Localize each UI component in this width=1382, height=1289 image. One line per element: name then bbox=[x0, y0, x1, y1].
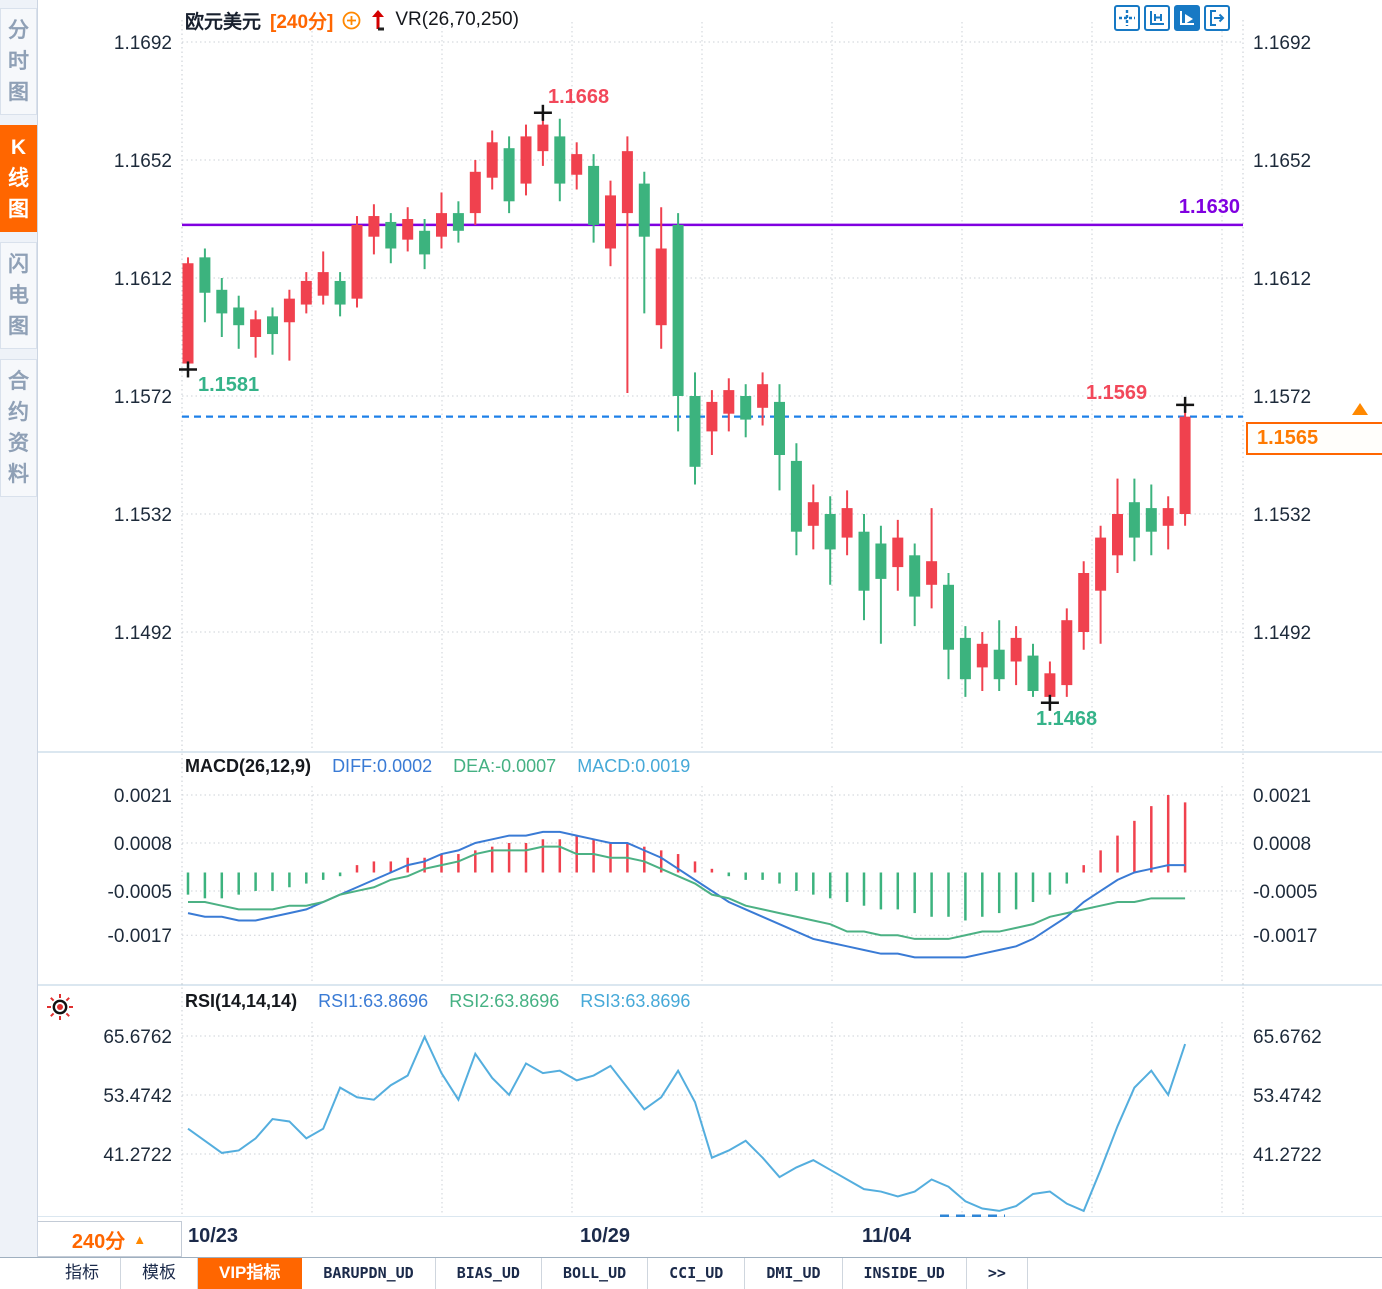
overlay-indicator-label: VR(26,70,250) bbox=[395, 9, 519, 30]
annotation-last-high: 1.1569 bbox=[1086, 382, 1148, 404]
live-price-tag: 1.1565 bbox=[1246, 422, 1382, 455]
chart-toolbar bbox=[1114, 5, 1230, 31]
svg-text:0.0021: 0.0021 bbox=[114, 786, 172, 807]
svg-text:1.1532: 1.1532 bbox=[114, 505, 172, 526]
macd-name: MACD(26,12,9) bbox=[185, 756, 312, 776]
sidebar-item-2[interactable]: 闪电图 bbox=[0, 242, 37, 349]
rsi1-value: RSI1:63.8696 bbox=[318, 991, 429, 1011]
annotation-peak-high: 1.1668 bbox=[548, 86, 610, 108]
price-up-triangle-icon bbox=[1352, 403, 1368, 415]
period-selector[interactable]: 240分 ▲ bbox=[36, 1221, 182, 1257]
svg-text:1.1612: 1.1612 bbox=[1253, 269, 1311, 290]
svg-text:0.0021: 0.0021 bbox=[1253, 786, 1311, 807]
annotation-bottom-low: 1.1468 bbox=[1036, 708, 1098, 730]
symbol-title: 欧元美元 bbox=[185, 11, 262, 33]
svg-text:1.1492: 1.1492 bbox=[114, 623, 172, 644]
tab-7[interactable]: DMI_UD bbox=[745, 1258, 843, 1289]
svg-text:1.1692: 1.1692 bbox=[1253, 33, 1311, 54]
tab-2[interactable]: VIP指标 bbox=[198, 1258, 303, 1289]
svg-text:-0.0017: -0.0017 bbox=[1253, 926, 1317, 947]
macd-legend: MACD(26,12,9) DIFF:0.0002 DEA:-0.0007 MA… bbox=[185, 756, 706, 777]
add-indicator-icon[interactable] bbox=[342, 11, 361, 30]
bottom-tab-bar: 指标 模板 VIP指标 BARUPDN_UD BIAS_UD BOLL_UD CCI_UD D… bbox=[0, 1257, 1382, 1289]
svg-text:-0.0005: -0.0005 bbox=[1253, 882, 1317, 903]
x-axis-row: 10/23 10/29 11/04 bbox=[0, 1217, 1382, 1257]
macd-diff-value: DIFF:0.0002 bbox=[332, 756, 433, 776]
svg-text:-0.0017: -0.0017 bbox=[108, 926, 172, 947]
x-axis-label-1: 10/29 bbox=[580, 1225, 631, 1247]
svg-text:53.4742: 53.4742 bbox=[103, 1086, 172, 1107]
svg-text:41.2722: 41.2722 bbox=[1253, 1145, 1322, 1166]
shift-right-icon[interactable] bbox=[1204, 5, 1230, 31]
svg-text:53.4742: 53.4742 bbox=[1253, 1086, 1322, 1107]
tab-5[interactable]: BOLL_UD bbox=[542, 1258, 649, 1289]
svg-text:-0.0005: -0.0005 bbox=[108, 882, 172, 903]
svg-text:65.6762: 65.6762 bbox=[1253, 1027, 1322, 1048]
svg-text:0.0008: 0.0008 bbox=[1253, 834, 1311, 855]
x-axis-label-0: 10/23 bbox=[188, 1225, 239, 1247]
axis-range-icon[interactable] bbox=[1144, 5, 1170, 31]
macd-hist-value: MACD:0.0019 bbox=[577, 756, 691, 776]
annotation-purple-level: 1.1630 bbox=[1178, 196, 1240, 218]
svg-text:1.1612: 1.1612 bbox=[114, 269, 172, 290]
sidebar-item-3[interactable]: 合约资料 bbox=[0, 359, 37, 497]
tab-8[interactable]: INSIDE_UD bbox=[843, 1258, 967, 1289]
svg-text:1.1572: 1.1572 bbox=[1253, 387, 1311, 408]
svg-text:41.2722: 41.2722 bbox=[103, 1145, 172, 1166]
tab-0[interactable]: 指标 bbox=[44, 1258, 121, 1289]
chart-header: 欧元美元 [240分] VR(26,70,250) bbox=[185, 6, 519, 34]
annotation-start-low: 1.1581 bbox=[198, 374, 260, 396]
tab-9[interactable]: >> bbox=[967, 1258, 1028, 1289]
tab-3[interactable]: BARUPDN_UD bbox=[302, 1258, 436, 1289]
period-badge: [240分] bbox=[270, 11, 334, 33]
rsi-name: RSI(14,14,14) bbox=[185, 991, 298, 1011]
svg-text:0.0008: 0.0008 bbox=[114, 834, 172, 855]
axis-play-icon[interactable] bbox=[1174, 5, 1200, 31]
x-axis-label-2: 11/04 bbox=[862, 1225, 911, 1247]
indicator-settings-icon[interactable] bbox=[46, 993, 74, 1026]
svg-text:1.1652: 1.1652 bbox=[114, 151, 172, 172]
svg-text:1.1652: 1.1652 bbox=[1253, 151, 1311, 172]
sidebar-item-0[interactable]: 分时图 bbox=[0, 8, 37, 115]
rsi-legend: RSI(14,14,14) RSI1:63.8696 RSI2:63.8696 … bbox=[185, 991, 706, 1012]
tab-4[interactable]: BIAS_UD bbox=[436, 1258, 542, 1289]
macd-dea-value: DEA:-0.0007 bbox=[453, 756, 557, 776]
rsi2-value: RSI2:63.8696 bbox=[449, 991, 560, 1011]
svg-text:1.1492: 1.1492 bbox=[1253, 623, 1311, 644]
period-selector-label: 240分 bbox=[71, 1230, 126, 1253]
svg-text:1.1692: 1.1692 bbox=[114, 33, 172, 54]
tab-1[interactable]: 模板 bbox=[121, 1258, 198, 1289]
buy-arrow-icon bbox=[370, 8, 386, 32]
tab-6[interactable]: CCI_UD bbox=[648, 1258, 746, 1289]
svg-text:1.1572: 1.1572 bbox=[114, 387, 172, 408]
period-up-triangle-icon: ▲ bbox=[133, 1231, 147, 1247]
crosshair-icon[interactable] bbox=[1114, 5, 1140, 31]
rsi3-value: RSI3:63.8696 bbox=[580, 991, 691, 1011]
svg-text:1.1532: 1.1532 bbox=[1253, 505, 1311, 526]
svg-text:65.6762: 65.6762 bbox=[103, 1027, 172, 1048]
